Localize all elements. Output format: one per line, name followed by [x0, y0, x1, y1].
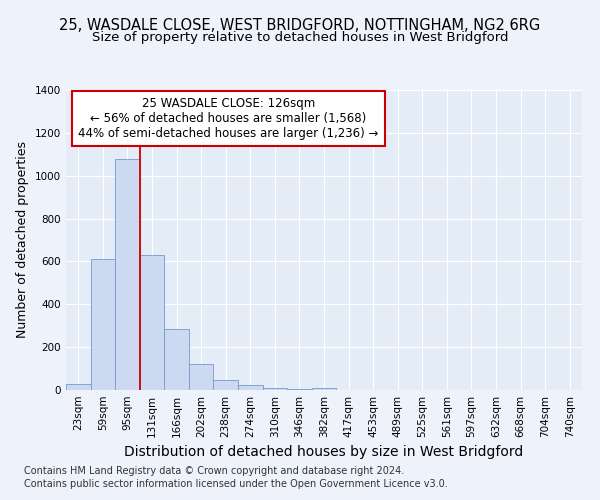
Text: 25, WASDALE CLOSE, WEST BRIDGFORD, NOTTINGHAM, NG2 6RG: 25, WASDALE CLOSE, WEST BRIDGFORD, NOTTI… [59, 18, 541, 32]
Bar [263, 388, 287, 390]
Y-axis label: Number of detached properties: Number of detached properties [16, 142, 29, 338]
Bar [115, 158, 140, 390]
Bar [238, 384, 263, 390]
Bar [312, 388, 336, 390]
Bar [214, 380, 238, 390]
Bar [140, 255, 164, 390]
X-axis label: Distribution of detached houses by size in West Bridgford: Distribution of detached houses by size … [124, 446, 524, 460]
Text: Size of property relative to detached houses in West Bridgford: Size of property relative to detached ho… [92, 31, 508, 44]
Text: Contains public sector information licensed under the Open Government Licence v3: Contains public sector information licen… [24, 479, 448, 489]
Bar [164, 329, 189, 390]
Text: 25 WASDALE CLOSE: 126sqm
← 56% of detached houses are smaller (1,568)
44% of sem: 25 WASDALE CLOSE: 126sqm ← 56% of detach… [79, 97, 379, 140]
Text: Contains HM Land Registry data © Crown copyright and database right 2024.: Contains HM Land Registry data © Crown c… [24, 466, 404, 476]
Bar [91, 260, 115, 390]
Bar [189, 364, 214, 390]
Bar [66, 384, 91, 390]
